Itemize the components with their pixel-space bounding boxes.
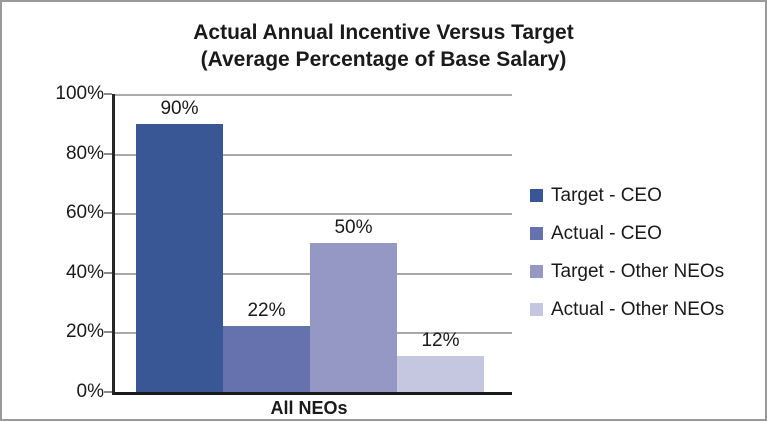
y-axis-tick [104, 391, 112, 393]
legend-item: Actual - CEO [530, 222, 724, 246]
legend-label: Actual - Other NEOs [551, 299, 725, 320]
bar-value-label: 12% [421, 330, 460, 351]
y-axis-tick [104, 331, 112, 334]
legend-item: Target - Other NEOs [530, 260, 724, 284]
x-axis-category-label: All NEOs [270, 398, 348, 418]
y-axis-label: 60% [65, 202, 104, 224]
y-axis-label: 100% [55, 83, 104, 104]
legend-swatch [530, 303, 543, 316]
bar-target-other-neos [310, 243, 397, 392]
bar-value-label: 50% [334, 217, 373, 238]
legend-swatch [530, 265, 543, 278]
chart-title: Actual Annual Incentive Versus Target [193, 21, 574, 44]
bar-target-ceo [136, 124, 223, 392]
y-axis-label: 40% [65, 261, 104, 283]
legend: Target - CEO Actual - CEO Target - Other N… [530, 184, 724, 336]
bar-value-label: 22% [247, 300, 286, 321]
legend-swatch [530, 189, 543, 202]
gridline-100 [115, 94, 512, 96]
gridline-60 [115, 213, 512, 216]
chart-subtitle: (Average Percentage of Base Salary) [200, 48, 567, 71]
y-axis-tick [104, 271, 112, 274]
legend-label: Actual - CEO [551, 223, 662, 244]
y-axis-label: 80% [65, 142, 104, 164]
bar-actual-other-neos [397, 356, 484, 392]
legend-swatch [530, 227, 543, 240]
legend-item: Actual - Other NEOs [530, 298, 724, 322]
bar-value-label: 90% [160, 98, 199, 119]
y-axis-label: 20% [65, 321, 104, 343]
gridline-80 [115, 153, 512, 156]
y-axis-tick [104, 212, 112, 215]
legend-label: Target - Other NEOs [551, 261, 725, 282]
y-axis-tick [104, 93, 112, 95]
y-axis-tick [104, 152, 112, 155]
plot-area: 0% 20% 40% 60% 80% 100% 90% 22% 50% 12% [55, 83, 512, 402]
y-axis-label: 0% [76, 381, 104, 402]
chart-title-block: Actual Annual Incentive Versus Target (A… [2, 19, 765, 73]
bar-actual-ceo [223, 326, 310, 392]
legend-label: Target - CEO [551, 185, 662, 206]
legend-item: Target - CEO [530, 184, 724, 208]
